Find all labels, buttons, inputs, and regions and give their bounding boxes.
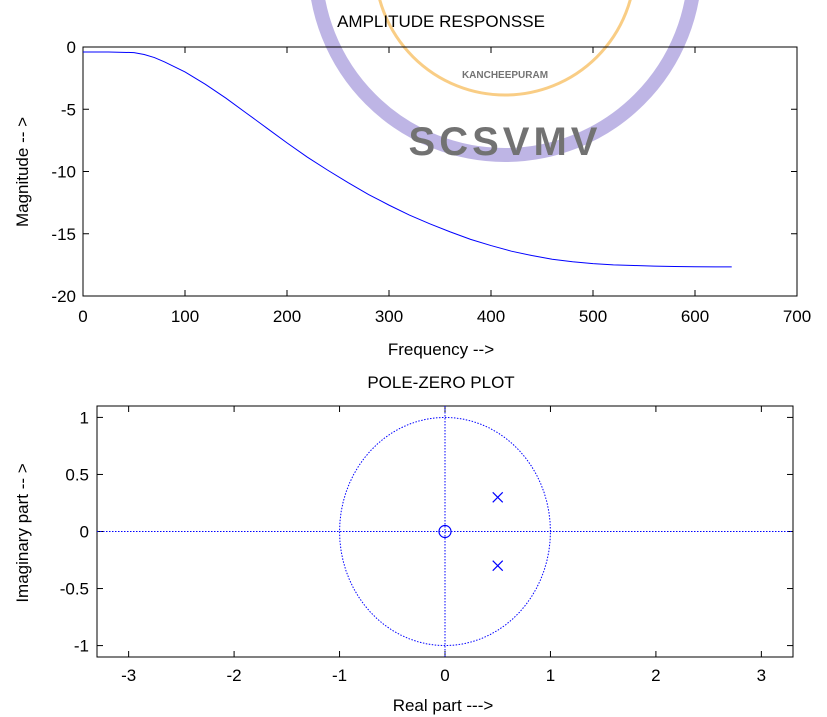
y-tick-label: 1	[80, 408, 89, 427]
amplitude-y-ticks: 0 -5 -10 -15 -20	[51, 38, 797, 306]
x-tick-label: 200	[273, 307, 301, 326]
pole-zero-y-ticks: 1 0.5 0 -0.5 -1	[60, 408, 793, 656]
x-tick-label: 1	[546, 666, 555, 685]
y-tick-label: 0	[80, 523, 89, 542]
magnitude-response-line	[83, 51, 732, 268]
watermark-arc	[311, 0, 699, 162]
x-tick-label: -2	[227, 666, 242, 685]
pole-zero-plot-title: POLE-ZERO PLOT	[367, 373, 514, 392]
watermark-small-text: KANCHEEPURAM	[462, 70, 548, 81]
y-tick-label: -5	[61, 100, 76, 119]
y-tick-label: 0.5	[65, 465, 89, 484]
y-tick-label: -20	[51, 287, 76, 306]
x-tick-label: 2	[651, 666, 660, 685]
pole-zero-marks	[97, 406, 793, 657]
x-tick-label: -3	[121, 666, 136, 685]
amplitude-response-plot: AMPLITUDE RESPONSSE 0 100 200 300 400 500 600 7…	[13, 12, 811, 359]
x-tick-label: 500	[579, 307, 607, 326]
amplitude-plot-axes-box	[82, 46, 798, 297]
amplitude-plot-title: AMPLITUDE RESPONSSE	[337, 12, 545, 31]
scsvmv-watermark-logo: KANCHEEPURAM SCSVMV	[311, 0, 699, 164]
amplitude-x-ticks: 0 100 200 300 400 500 600 700	[78, 47, 811, 326]
pole-marker	[492, 491, 504, 503]
zero-marker	[438, 524, 452, 539]
y-tick-label: -1	[74, 637, 89, 656]
y-tick-label: 0	[67, 38, 76, 57]
watermark-inner-arc	[378, 0, 632, 97]
pole-zero-y-axis-label: Imaginary part -- >	[13, 463, 32, 602]
x-tick-label: 100	[171, 307, 199, 326]
pole-marker	[492, 560, 504, 572]
x-tick-label: 400	[477, 307, 505, 326]
pole-zero-x-ticks: -3 -2 -1 0 1 2 3	[121, 406, 766, 685]
x-tick-label: 3	[757, 666, 766, 685]
pole-zero-x-axis-label: Real part --->	[393, 696, 494, 715]
x-tick-label: 600	[681, 307, 709, 326]
x-tick-label: 0	[440, 666, 449, 685]
amplitude-y-axis-label: Magnitude -- >	[13, 117, 32, 227]
x-tick-label: 0	[78, 307, 87, 326]
x-tick-label: 700	[783, 307, 811, 326]
pole-zero-plot: POLE-ZERO PLOT -3 -2 -1 0 1 2 3 1 0.5 0 -0.5 -1 Re…	[13, 373, 794, 715]
y-tick-label: -0.5	[60, 580, 89, 599]
amplitude-x-axis-label: Frequency -->	[388, 340, 494, 359]
watermark-title-text: SCSVMV	[409, 120, 602, 164]
y-tick-label: -15	[51, 225, 76, 244]
y-tick-label: -10	[51, 163, 76, 182]
x-tick-label: 300	[375, 307, 403, 326]
x-tick-label: -1	[332, 666, 347, 685]
